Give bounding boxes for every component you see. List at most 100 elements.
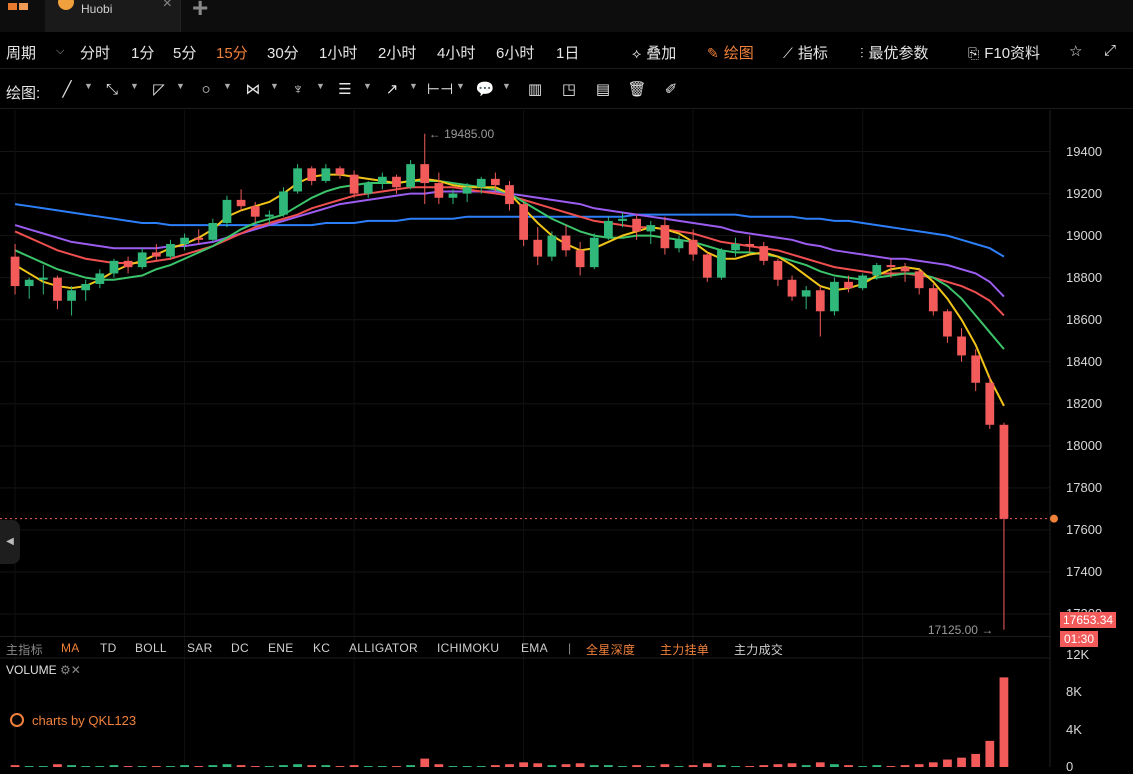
- interval-1分[interactable]: 1分: [131, 45, 155, 62]
- watermark: charts by QKL123: [10, 713, 136, 728]
- chevron-down-icon[interactable]: ▼: [502, 81, 511, 91]
- optimal-params-button[interactable]: ⫶ 最优参数: [860, 42, 929, 63]
- interval-5分[interactable]: 5分: [173, 45, 197, 62]
- new-tab-icon[interactable]: +: [192, 0, 209, 23]
- candle-body: [151, 252, 161, 257]
- indicator-kc[interactable]: KC: [313, 641, 331, 655]
- candle: [434, 172, 444, 205]
- chevron-down-icon[interactable]: ▼: [316, 81, 325, 91]
- y-tick-label: 17800: [1066, 479, 1103, 495]
- volume-bar: [943, 759, 952, 767]
- arrow-tool-icon[interactable]: ↗: [385, 81, 399, 98]
- interval-分时[interactable]: 分时: [80, 45, 111, 62]
- close-icon[interactable]: ✕: [70, 663, 81, 677]
- zigzag-tool-icon[interactable]: ⋈: [245, 81, 261, 98]
- f10-button[interactable]: ⎘ F10资料: [968, 42, 1040, 63]
- interval-30分[interactable]: 30分: [267, 45, 299, 62]
- bar-stats-icon[interactable]: ▥: [527, 81, 543, 98]
- chevron-down-icon[interactable]: ⌵: [56, 45, 65, 57]
- candle-body: [533, 239, 543, 257]
- callout-tool-icon[interactable]: 💬: [475, 81, 495, 98]
- indicator-td[interactable]: TD: [100, 641, 117, 655]
- indicator-boll[interactable]: BOLL: [135, 641, 167, 655]
- circle-tool-icon[interactable]: ○: [201, 81, 211, 98]
- period-label[interactable]: 周期: [6, 45, 37, 62]
- interval-1小时[interactable]: 1小时: [319, 45, 358, 62]
- indicator-alligator[interactable]: ALLIGATOR: [349, 641, 418, 655]
- volume-bar: [547, 765, 557, 767]
- y-tick-label: 19000: [1066, 227, 1103, 243]
- volume-bar: [519, 762, 529, 767]
- candle: [589, 233, 599, 270]
- overlay-button[interactable]: ⟡ 叠加: [632, 42, 676, 63]
- indicator-ichimoku[interactable]: ICHIMOKU: [437, 641, 500, 655]
- ray-tool-icon[interactable]: ⤡: [105, 81, 118, 98]
- star-icon[interactable]: ☆: [1069, 43, 1083, 60]
- chevron-down-icon[interactable]: ▼: [270, 81, 279, 91]
- candle: [208, 218, 218, 242]
- pattern-tool-icon[interactable]: ♆: [292, 81, 304, 98]
- candlestick-chart[interactable]: [0, 110, 1133, 768]
- indicators-button[interactable]: ⟋ 指标: [783, 42, 828, 63]
- volume-bar: [844, 765, 853, 767]
- fib-tool-icon[interactable]: ☰: [338, 81, 352, 98]
- full-depth-button[interactable]: 全星深度: [586, 643, 636, 657]
- candle: [335, 166, 345, 179]
- candle: [674, 235, 684, 253]
- interval-1日[interactable]: 1日: [556, 45, 580, 62]
- indicator-ma[interactable]: MA: [61, 641, 80, 655]
- chevron-down-icon[interactable]: ▼: [176, 81, 185, 91]
- main-orders-button[interactable]: 主力挂单: [660, 643, 710, 657]
- candle-body: [137, 252, 147, 268]
- candle-body: [519, 204, 529, 240]
- gear-icon[interactable]: ⚙: [60, 663, 71, 677]
- indicator-ema[interactable]: EMA: [521, 641, 548, 655]
- chart-area[interactable]: 19400 19200 19000 18800 18600 18400 18200 18000…: [0, 110, 1133, 774]
- y-tick-label: 17400: [1066, 563, 1103, 579]
- main-trades-button[interactable]: 主力成交: [734, 643, 784, 657]
- channel-tool-icon[interactable]: ◸: [153, 81, 165, 98]
- chevron-down-icon[interactable]: ▼: [130, 81, 139, 91]
- volume-bar: [971, 753, 981, 767]
- volume-bar: [872, 765, 882, 767]
- candle-body: [745, 244, 755, 247]
- indicator-dc[interactable]: DC: [231, 641, 249, 655]
- chevron-down-icon[interactable]: ▼: [84, 81, 93, 91]
- candle-body: [985, 382, 995, 425]
- countdown-tag: 01:30: [1060, 631, 1099, 647]
- interval-2小时[interactable]: 2小时: [378, 45, 417, 62]
- volume-bar: [67, 765, 76, 767]
- volume-bar: [773, 764, 783, 767]
- chevron-down-icon[interactable]: ▼: [223, 81, 232, 91]
- candle: [533, 227, 543, 266]
- chevron-down-icon[interactable]: ▼: [363, 81, 372, 91]
- range-tool-icon[interactable]: ⊢⊣: [427, 81, 454, 98]
- brush-icon[interactable]: ✐: [664, 81, 678, 98]
- candle-body: [759, 246, 769, 261]
- trash-icon[interactable]: 🗑: [627, 81, 647, 98]
- draw-button[interactable]: ✎ 绘图: [707, 42, 754, 63]
- browser-tab[interactable]: Huobi ×: [45, 0, 181, 32]
- chevron-down-icon[interactable]: ▼: [409, 81, 418, 91]
- candle: [928, 283, 938, 316]
- candle: [392, 174, 401, 194]
- interval-4小时[interactable]: 4小时: [437, 45, 476, 62]
- interval-6小时[interactable]: 6小时: [496, 45, 535, 62]
- layers-icon: ⟡: [632, 45, 642, 61]
- indicator-ene[interactable]: ENE: [268, 641, 294, 655]
- indicator-sar[interactable]: SAR: [187, 641, 213, 655]
- candle-body: [731, 244, 740, 251]
- line-tool-icon[interactable]: ╱: [62, 81, 72, 98]
- candle-body: [589, 237, 599, 268]
- fullscreen-icon[interactable]: ⤢: [1104, 42, 1117, 59]
- histogram-icon[interactable]: ▤: [595, 81, 611, 98]
- chevron-down-icon[interactable]: ▼: [456, 81, 465, 91]
- apps-grid-icon[interactable]: [8, 0, 30, 16]
- close-icon[interactable]: ×: [162, 0, 172, 12]
- candle-body: [279, 191, 288, 215]
- candle: [279, 187, 288, 217]
- candle-body: [392, 176, 401, 188]
- collapse-handle[interactable]: ◀: [0, 520, 20, 564]
- snapshot-icon[interactable]: ◳: [561, 81, 577, 98]
- interval-15分[interactable]: 15分: [216, 45, 248, 62]
